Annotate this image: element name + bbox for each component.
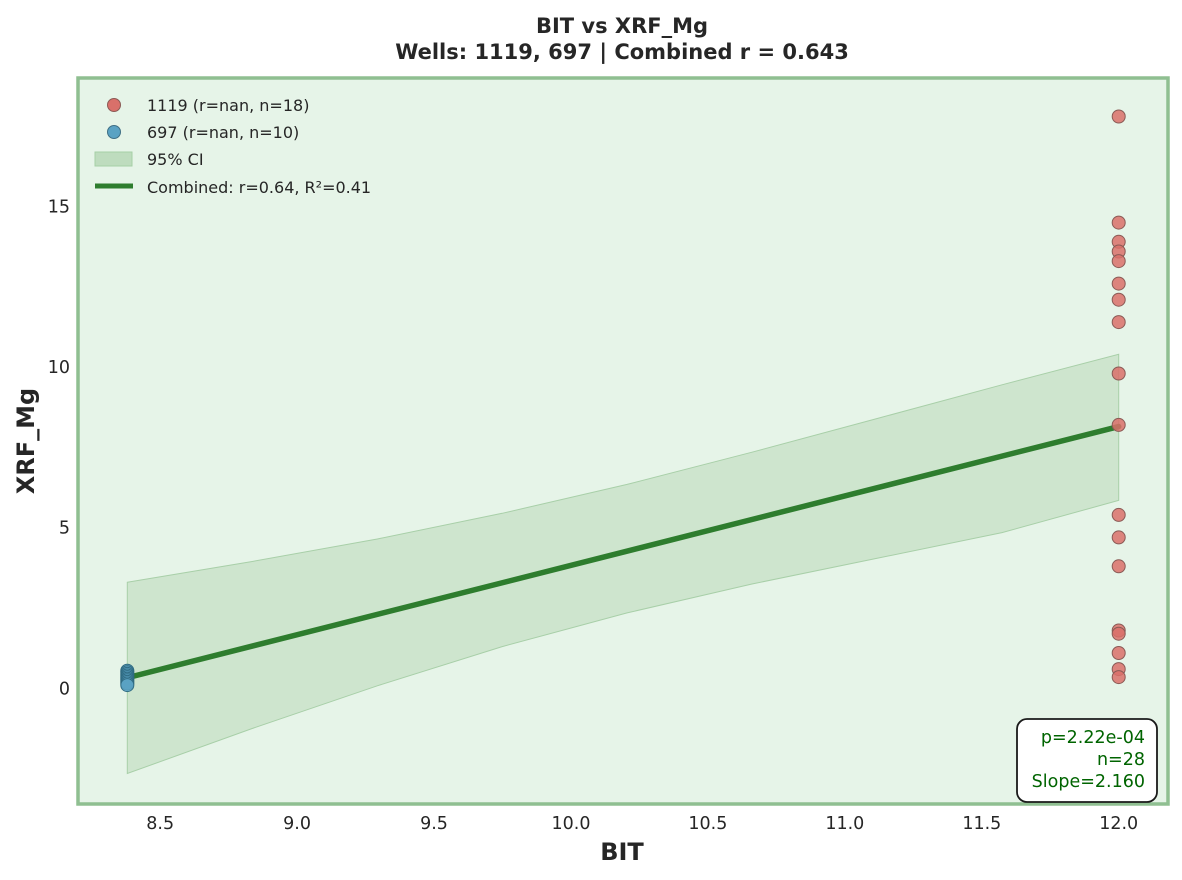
legend-label-ci: 95% CI xyxy=(147,150,204,169)
point-1119 xyxy=(1111,292,1126,307)
point-1119 xyxy=(1111,530,1126,545)
legend-marker-ci xyxy=(94,151,133,167)
x-tick-label: 10.0 xyxy=(552,814,591,834)
point-1119 xyxy=(1111,366,1126,381)
x-tick-label: 12.0 xyxy=(1099,814,1138,834)
legend-marker-1119 xyxy=(107,98,121,112)
legend-label-fit: Combined: r=0.64, R²=0.41 xyxy=(147,178,371,197)
point-1119 xyxy=(1111,417,1126,432)
fit-line-layer xyxy=(124,423,1122,681)
chart-title: BIT vs XRF_Mg xyxy=(536,14,708,38)
x-tick-label: 9.0 xyxy=(283,814,311,834)
y-tick-label: 10 xyxy=(48,358,70,378)
stats-slope: Slope=2.160 xyxy=(1032,772,1145,792)
point-1119 xyxy=(1111,215,1126,230)
legend-label-1119: 1119 (r=nan, n=18) xyxy=(147,96,309,115)
y-axis-label: XRF_Mg xyxy=(12,388,40,494)
point-697 xyxy=(120,678,135,693)
point-1119 xyxy=(1111,670,1126,685)
point-1119 xyxy=(1111,646,1126,660)
stats-box: p=2.22e-04 n=28 Slope=2.160 xyxy=(1016,718,1158,803)
ci-band-layer xyxy=(126,353,1120,775)
ci-band xyxy=(126,353,1120,775)
legend-label-697: 697 (r=nan, n=10) xyxy=(147,123,299,142)
point-1119 xyxy=(1111,626,1126,641)
x-tick-label: 9.5 xyxy=(420,814,448,834)
legend-marker-697 xyxy=(107,125,121,139)
x-tick-label: 11.5 xyxy=(962,814,1001,834)
x-tick-label: 11.0 xyxy=(825,814,864,834)
plot-frame xyxy=(76,76,1170,806)
y-tick-label: 0 xyxy=(59,679,70,699)
point-1119 xyxy=(1111,315,1126,330)
chart-subtitle: Wells: 1119, 697 | Combined r = 0.643 xyxy=(395,40,849,65)
stats-box-frame xyxy=(1016,718,1158,803)
y-tick-label: 15 xyxy=(48,198,70,218)
stats-n: n=28 xyxy=(1097,750,1145,770)
point-1119 xyxy=(1111,559,1126,574)
point-1119 xyxy=(1111,254,1126,269)
points-layer xyxy=(120,109,1126,693)
legend: 1119 (r=nan, n=18) 697 (r=nan, n=10) 95%… xyxy=(94,96,371,197)
x-tick-label: 10.5 xyxy=(688,814,727,834)
x-axis-label: BIT xyxy=(600,838,644,866)
point-1119 xyxy=(1111,276,1126,291)
y-ticks: 0 5 10 15 xyxy=(48,198,70,700)
point-1119 xyxy=(1111,507,1126,522)
y-tick-label: 5 xyxy=(59,519,70,539)
x-tick-label: 8.5 xyxy=(146,814,174,834)
x-ticks: 8.5 9.0 9.5 10.0 10.5 11.0 11.5 12.0 xyxy=(146,814,1138,834)
fit-line xyxy=(124,423,1122,681)
point-1119 xyxy=(1111,109,1126,124)
stats-p-value: p=2.22e-04 xyxy=(1041,728,1145,748)
